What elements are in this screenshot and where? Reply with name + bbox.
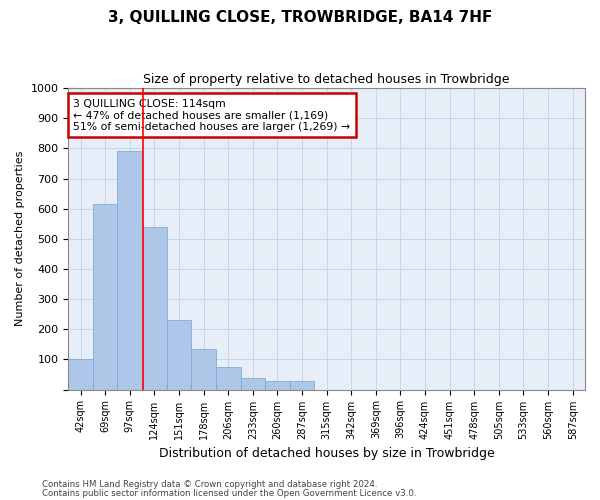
Bar [68, 360, 93, 390]
Text: Contains HM Land Registry data © Crown copyright and database right 2024.: Contains HM Land Registry data © Crown c… [42, 480, 377, 489]
Text: 3 QUILLING CLOSE: 114sqm
← 47% of detached houses are smaller (1,169)
51% of sem: 3 QUILLING CLOSE: 114sqm ← 47% of detach… [73, 98, 350, 132]
Text: Contains public sector information licensed under the Open Government Licence v3: Contains public sector information licen… [42, 488, 416, 498]
Y-axis label: Number of detached properties: Number of detached properties [15, 151, 25, 326]
Bar [167, 320, 191, 390]
Bar [241, 378, 265, 390]
Bar [216, 367, 241, 390]
Bar [142, 227, 167, 390]
X-axis label: Distribution of detached houses by size in Trowbridge: Distribution of detached houses by size … [159, 447, 494, 460]
Bar [191, 349, 216, 390]
Title: Size of property relative to detached houses in Trowbridge: Size of property relative to detached ho… [143, 72, 510, 86]
Text: 3, QUILLING CLOSE, TROWBRIDGE, BA14 7HF: 3, QUILLING CLOSE, TROWBRIDGE, BA14 7HF [108, 10, 492, 25]
Bar [290, 380, 314, 390]
Bar [118, 152, 142, 390]
Bar [93, 204, 118, 390]
Bar [265, 380, 290, 390]
